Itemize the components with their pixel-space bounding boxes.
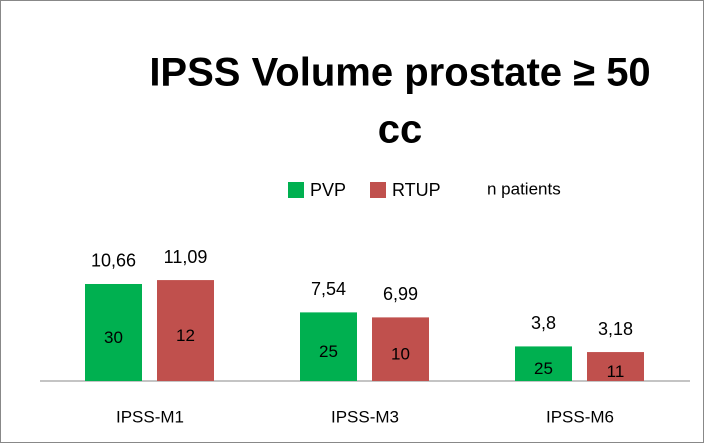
x-tick-label: IPSS-M3 (331, 407, 399, 426)
legend-swatch (370, 182, 386, 198)
data-label: 10,66 (91, 251, 136, 271)
bar (157, 280, 214, 381)
data-label: 6,99 (383, 284, 418, 304)
count-label: 11 (607, 362, 625, 381)
bar (85, 283, 142, 381)
data-label: 3,8 (531, 313, 556, 333)
chart-title: IPSS Volume prostate ≥ 50 (149, 51, 650, 95)
bar (587, 352, 644, 381)
legend-label: RTUP (392, 180, 441, 200)
data-label: 11,09 (164, 247, 208, 267)
bar (300, 312, 357, 381)
x-tick-label: IPSS-M1 (116, 407, 184, 426)
bar (515, 346, 572, 381)
count-label: 30 (104, 328, 123, 347)
data-label: 3,18 (598, 319, 633, 339)
count-label: 10 (391, 345, 410, 364)
legend-label: n patients (487, 179, 561, 198)
data-label: 7,54 (311, 279, 346, 299)
count-label: 25 (534, 359, 553, 378)
legend-swatch (288, 182, 304, 198)
legend-label: PVP (310, 180, 346, 200)
count-label: 12 (176, 326, 195, 345)
x-tick-label: IPSS-M6 (546, 407, 614, 426)
count-label: 25 (319, 342, 338, 361)
bar (372, 317, 429, 381)
chart-title: cc (378, 108, 423, 152)
